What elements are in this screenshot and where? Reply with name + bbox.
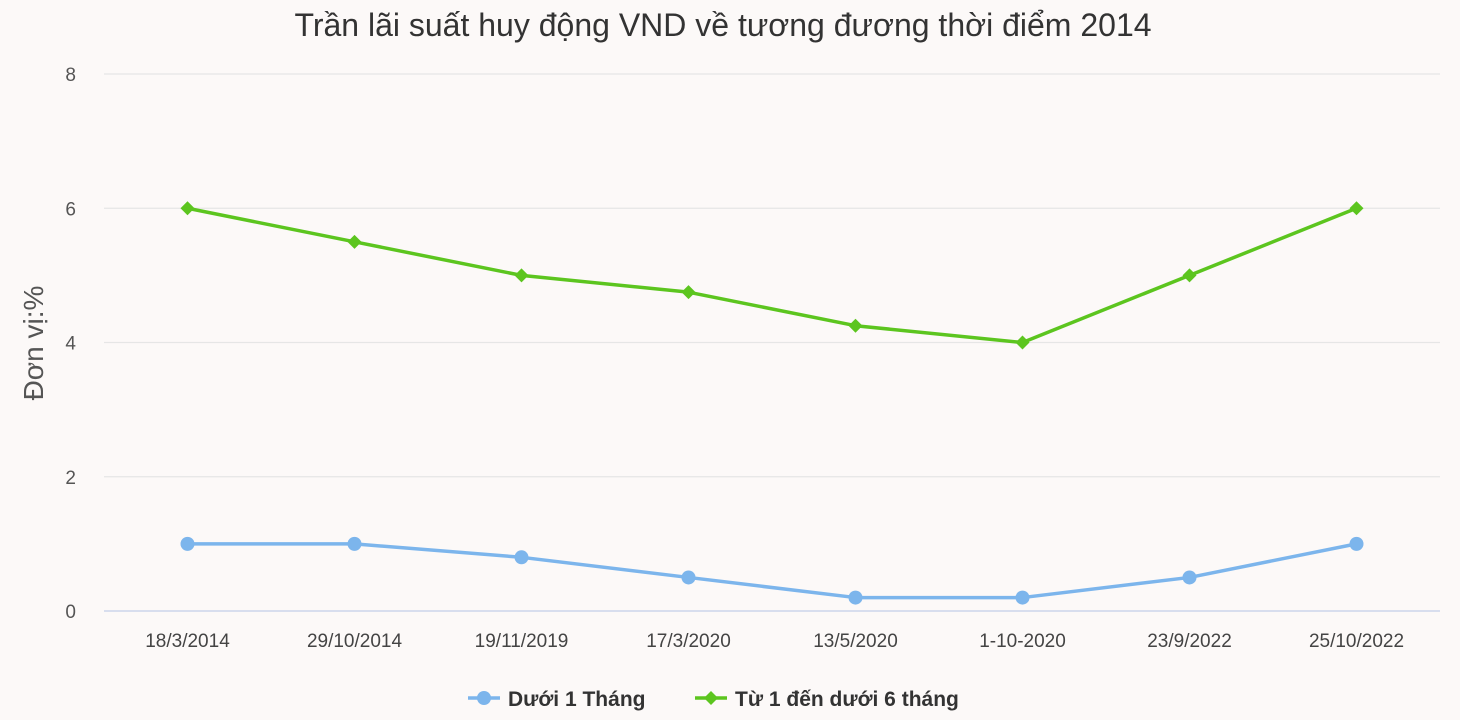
- series-line: [185, 206, 1359, 345]
- x-tick-label: 25/10/2022: [1309, 631, 1404, 652]
- y-axis-label: Đơn vị:%: [18, 286, 49, 401]
- legend-label: Dưới 1 Tháng: [508, 688, 645, 711]
- data-point[interactable]: [1182, 570, 1197, 585]
- series-1: [180, 536, 1364, 605]
- data-point[interactable]: [681, 570, 696, 585]
- data-point[interactable]: [1349, 536, 1364, 551]
- data-point[interactable]: [180, 201, 195, 216]
- legend-label: Từ 1 đến dưới 6 tháng: [735, 688, 959, 711]
- data-point[interactable]: [681, 285, 696, 300]
- x-tick-label: 23/9/2022: [1147, 631, 1232, 652]
- x-tick-label: 17/3/2020: [646, 631, 731, 652]
- x-tick-label: 29/10/2014: [307, 631, 403, 652]
- series-line: [185, 542, 1359, 600]
- chart-title: Trần lãi suất huy động VND về tương đươn…: [294, 7, 1151, 43]
- x-axis-ticks: 18/3/2014 29/10/2014 19/11/2019 17/3/2020 13…: [145, 631, 1404, 652]
- x-tick-label: 1-10-2020: [979, 631, 1066, 652]
- data-point[interactable]: [1015, 590, 1030, 605]
- series-group: [180, 201, 1364, 605]
- data-point[interactable]: [347, 234, 362, 249]
- legend-item[interactable]: Dưới 1 Tháng: [468, 688, 645, 711]
- legend-marker: [477, 691, 491, 705]
- x-tick-label: 18/3/2014: [145, 631, 230, 652]
- y-tick-label: 0: [65, 602, 76, 623]
- data-point[interactable]: [180, 536, 195, 551]
- data-point[interactable]: [1349, 201, 1364, 216]
- y-tick-label: 8: [65, 65, 76, 86]
- legend: Dưới 1 Tháng Từ 1 đến dưới 6 tháng: [468, 688, 959, 711]
- data-point[interactable]: [514, 550, 529, 565]
- x-tick-label: 19/11/2019: [475, 631, 569, 652]
- data-point[interactable]: [1015, 335, 1030, 350]
- y-axis-ticks: 0 2 4 6 8: [65, 65, 76, 623]
- data-point[interactable]: [514, 268, 529, 283]
- x-tick-label: 13/5/2020: [813, 631, 898, 652]
- y-tick-label: 2: [65, 468, 76, 489]
- y-tick-label: 6: [65, 199, 76, 220]
- legend-marker: [704, 691, 718, 705]
- data-point[interactable]: [1182, 268, 1197, 283]
- legend-item[interactable]: Từ 1 đến dưới 6 tháng: [695, 688, 959, 711]
- gridlines: [104, 73, 1440, 478]
- data-point[interactable]: [347, 536, 362, 551]
- y-tick-label: 4: [65, 334, 76, 355]
- data-point[interactable]: [848, 318, 863, 333]
- data-point[interactable]: [848, 590, 863, 605]
- series-2: [180, 201, 1364, 350]
